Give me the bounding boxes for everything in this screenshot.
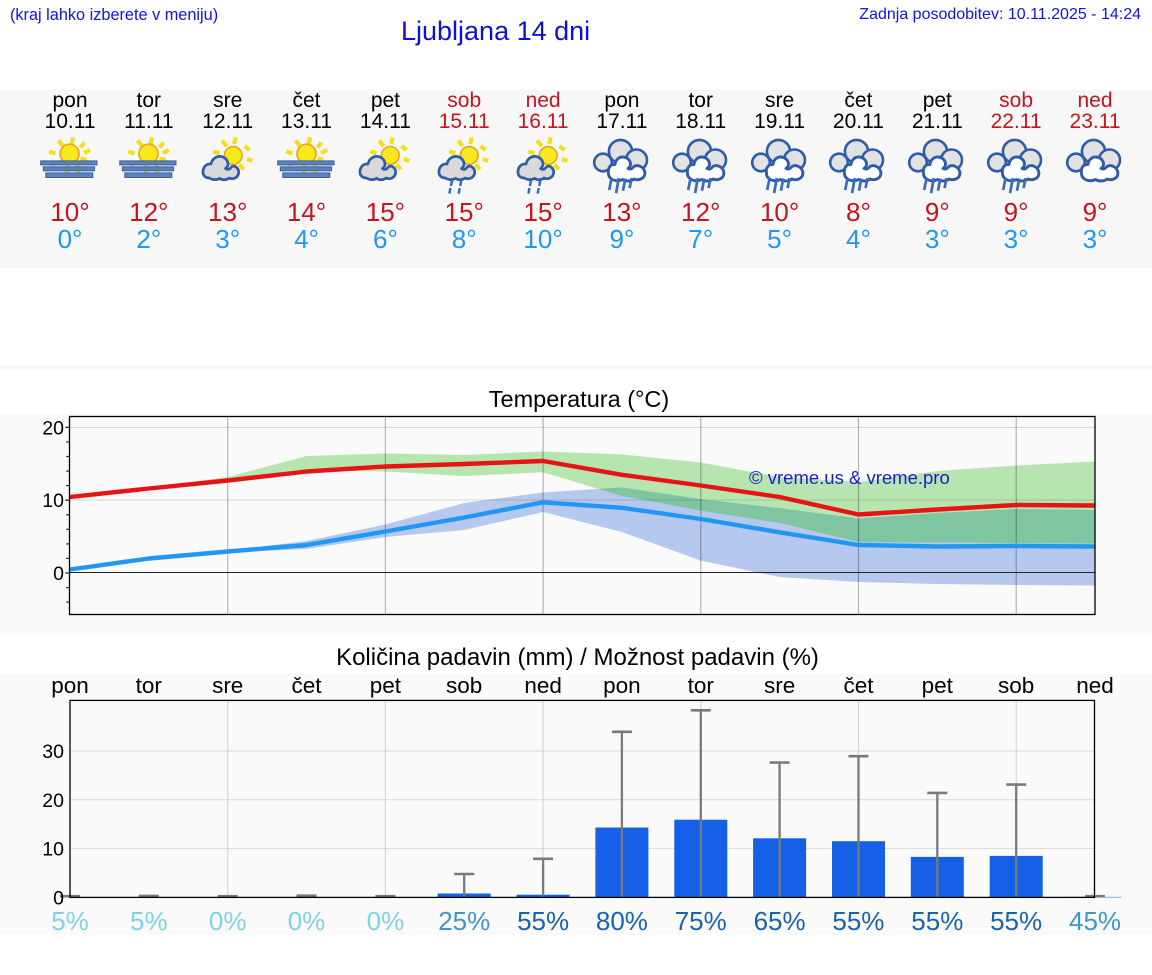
svg-text:pet: pet — [922, 674, 954, 698]
svg-text:0: 0 — [53, 888, 64, 910]
svg-text:20: 20 — [42, 418, 64, 440]
svg-text:sre: sre — [764, 674, 795, 698]
svg-text:10: 10 — [42, 490, 64, 512]
svg-text:pet: pet — [370, 674, 402, 698]
svg-text:ned: ned — [524, 674, 562, 698]
svg-text:ned: ned — [1076, 674, 1114, 698]
svg-text:čet: čet — [291, 674, 322, 698]
svg-text:0: 0 — [53, 563, 64, 585]
svg-text:sre: sre — [212, 674, 243, 698]
svg-text:pon: pon — [51, 674, 89, 698]
svg-text:20: 20 — [42, 790, 64, 812]
svg-text:© vreme.us & vreme.pro: © vreme.us & vreme.pro — [749, 467, 950, 488]
svg-text:pon: pon — [603, 674, 641, 698]
svg-text:10: 10 — [42, 839, 64, 861]
svg-text:tor: tor — [136, 674, 163, 698]
svg-text:30: 30 — [42, 741, 64, 763]
svg-text:sob: sob — [998, 674, 1034, 698]
svg-text:čet: čet — [843, 674, 874, 698]
svg-text:tor: tor — [688, 674, 715, 698]
svg-text:sob: sob — [446, 674, 482, 698]
